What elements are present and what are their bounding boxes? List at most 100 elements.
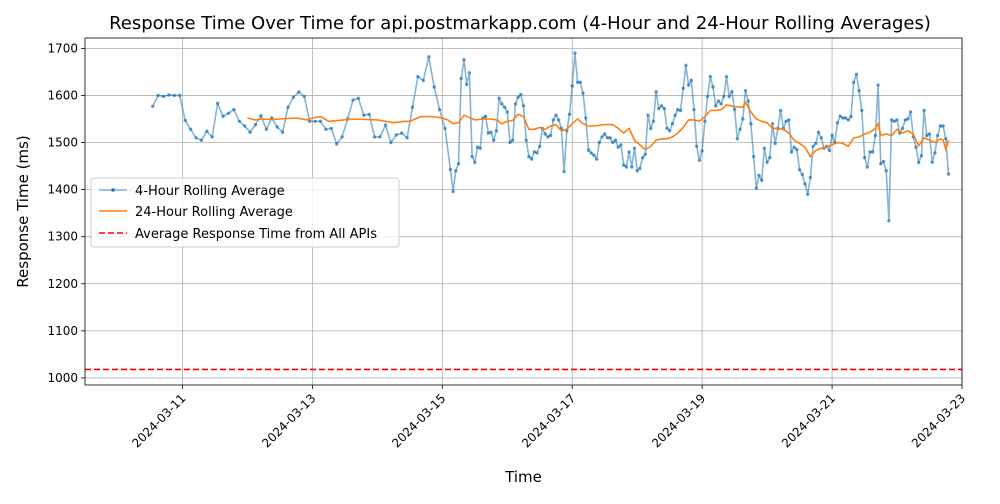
series-4h-point bbox=[248, 130, 252, 134]
series-4h-point bbox=[215, 101, 220, 106]
series-4h-point bbox=[887, 219, 891, 223]
series-4h-point bbox=[703, 119, 707, 124]
series-4h-point bbox=[532, 150, 536, 154]
series-4h-point bbox=[432, 85, 436, 89]
series-4h-point bbox=[578, 80, 582, 85]
series-4h-point bbox=[638, 166, 642, 171]
series-4h-point bbox=[237, 119, 241, 124]
series-4h-point bbox=[535, 151, 539, 155]
series-4h-point bbox=[806, 192, 810, 196]
series-4h-point bbox=[264, 127, 269, 131]
series-4h-point bbox=[654, 90, 658, 94]
series-4h-point bbox=[919, 154, 924, 158]
series-4h-point bbox=[873, 133, 878, 138]
y-tick-label: 1500 bbox=[47, 136, 78, 150]
series-4h-point bbox=[351, 98, 355, 102]
series-4h-point bbox=[800, 172, 804, 177]
series-4h-point bbox=[286, 105, 290, 109]
series-4h-point bbox=[843, 116, 848, 120]
series-4h-point bbox=[917, 160, 921, 164]
series-4h-point bbox=[575, 80, 580, 85]
series-4h-point bbox=[927, 132, 932, 136]
series-4h-point bbox=[627, 150, 631, 154]
series-4h-point bbox=[470, 154, 474, 159]
series-4h-point bbox=[226, 111, 231, 116]
series-4h-point bbox=[405, 136, 409, 140]
series-4h-point bbox=[635, 169, 639, 173]
series-4h-point bbox=[500, 102, 504, 106]
series-4h-point bbox=[649, 126, 653, 131]
series-4h-point bbox=[684, 63, 688, 67]
series-4h-point bbox=[562, 170, 566, 174]
series-4h-point bbox=[589, 151, 593, 155]
y-tick-label: 1700 bbox=[47, 41, 78, 55]
series-4h-point bbox=[183, 118, 187, 123]
series-4h-point bbox=[787, 118, 791, 122]
series-4h-point bbox=[871, 150, 875, 154]
series-4h-point bbox=[616, 145, 620, 149]
series-4h-point bbox=[632, 146, 637, 150]
series-4h-point bbox=[681, 86, 685, 91]
series-4h-point bbox=[511, 138, 515, 142]
y-tick-label: 1000 bbox=[47, 371, 78, 385]
series-4h-point bbox=[291, 95, 296, 100]
series-4h-point bbox=[930, 160, 934, 164]
series-4h-point bbox=[741, 117, 745, 121]
series-24h-line bbox=[247, 100, 950, 158]
series-4h-point bbox=[232, 107, 236, 112]
series-4h-point bbox=[275, 125, 279, 129]
series-4h-point bbox=[581, 91, 585, 95]
series-4h-point bbox=[925, 133, 929, 138]
series-4h-point bbox=[811, 144, 815, 148]
series-4h-point bbox=[151, 104, 155, 109]
series-4h-point bbox=[437, 107, 442, 112]
series-4h-point bbox=[259, 114, 263, 118]
series-4h-point bbox=[622, 163, 626, 167]
series-4h-point bbox=[199, 138, 204, 142]
series-4h-point bbox=[548, 133, 553, 138]
series-4h-point bbox=[221, 114, 225, 118]
series-4h-point bbox=[372, 135, 377, 139]
series-4h-point bbox=[819, 136, 823, 140]
legend-box bbox=[90, 177, 400, 248]
series-4h-point bbox=[808, 175, 813, 180]
series-4h-point bbox=[473, 160, 477, 164]
series-4h-point bbox=[838, 114, 842, 118]
series-4h-point bbox=[849, 114, 853, 119]
series-4h-point bbox=[816, 130, 821, 134]
series-4h-point bbox=[705, 94, 710, 99]
series-4h-point bbox=[161, 94, 166, 99]
series-4h-point bbox=[465, 82, 469, 87]
series-4h-point bbox=[451, 189, 455, 194]
series-4h-point bbox=[765, 160, 769, 164]
series-4h-point bbox=[502, 105, 507, 109]
series-4h-point bbox=[608, 136, 612, 140]
series-4h-point bbox=[640, 155, 645, 160]
series-4h-point bbox=[746, 99, 750, 103]
series-4h-point bbox=[814, 141, 818, 146]
series-4h-point bbox=[516, 95, 520, 100]
series-4h-point bbox=[751, 154, 756, 159]
series-4h-point bbox=[573, 51, 577, 55]
series-4h-point bbox=[835, 121, 840, 125]
series-4h-point bbox=[630, 165, 634, 169]
y-axis-title: Response Time (ms) bbox=[14, 135, 32, 287]
series-4h-point bbox=[946, 172, 951, 176]
series-4h-point bbox=[400, 131, 404, 135]
series-4h-point bbox=[594, 157, 599, 161]
series-4h-point bbox=[657, 106, 661, 111]
y-tick-label: 1400 bbox=[47, 183, 78, 197]
series-4h-point bbox=[489, 130, 493, 134]
series-4h-point bbox=[938, 124, 942, 128]
series-4h-point bbox=[546, 135, 550, 139]
series-4h-point bbox=[416, 74, 420, 79]
series-4h-point bbox=[760, 178, 764, 182]
y-tick-label: 1200 bbox=[47, 277, 78, 291]
series-4h-point bbox=[443, 126, 447, 131]
series-4h-point bbox=[827, 148, 832, 153]
y-tick-label: 1600 bbox=[47, 88, 78, 102]
series-4h-point bbox=[881, 159, 886, 164]
series-4h-point bbox=[722, 94, 726, 99]
